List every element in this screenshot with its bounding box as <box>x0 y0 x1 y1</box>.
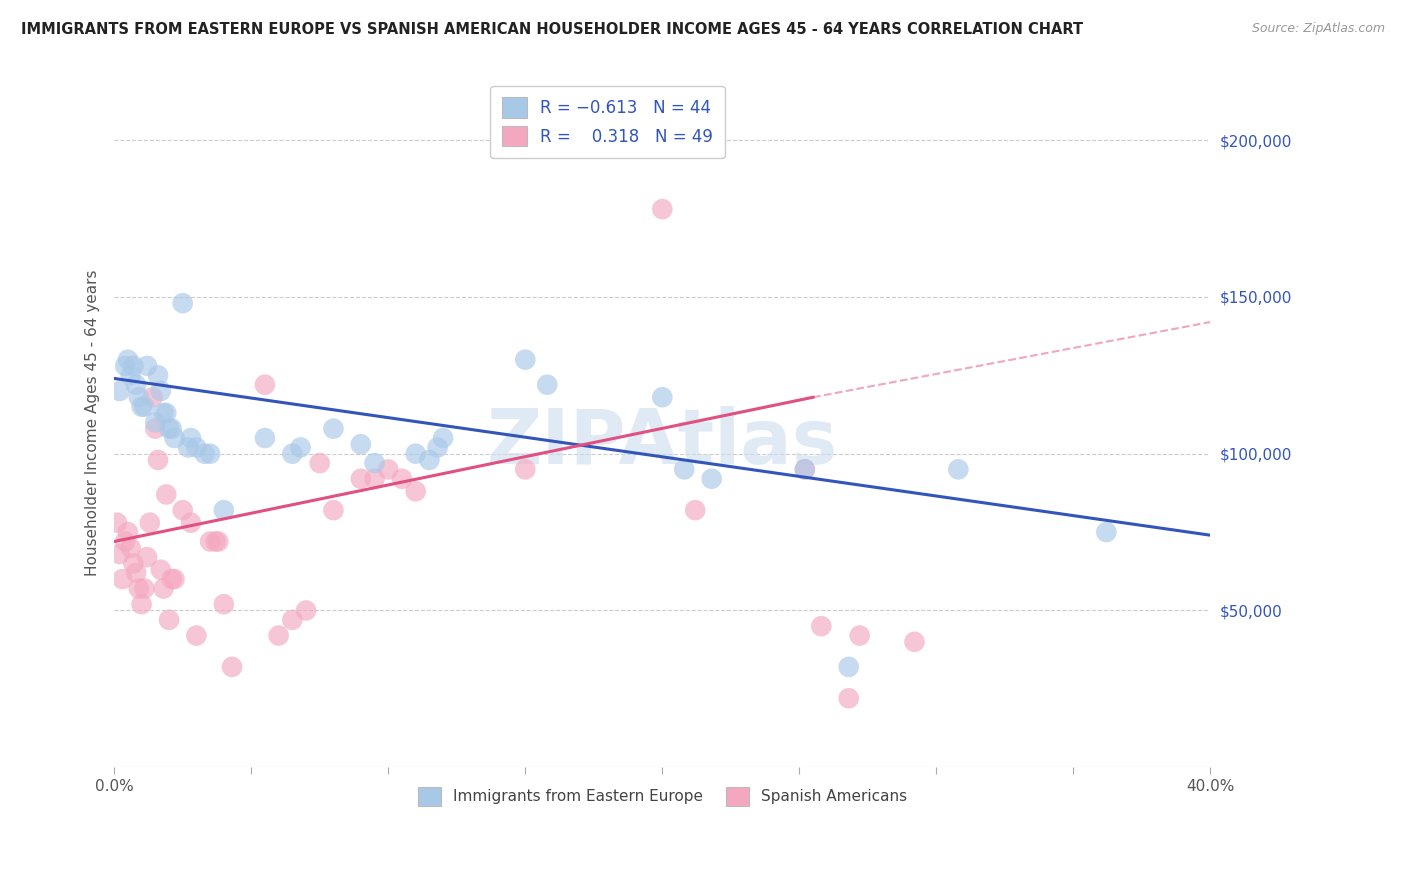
Point <box>212 597 235 611</box>
Point <box>117 525 139 540</box>
Point <box>207 534 229 549</box>
Point <box>793 462 815 476</box>
Point <box>350 472 373 486</box>
Point <box>198 447 221 461</box>
Point <box>114 534 136 549</box>
Point <box>290 441 312 455</box>
Point <box>155 406 177 420</box>
Point <box>160 422 183 436</box>
Point <box>322 503 344 517</box>
Point <box>204 534 226 549</box>
Point <box>405 484 427 499</box>
Point <box>377 462 399 476</box>
Point <box>172 503 194 517</box>
Point <box>134 400 156 414</box>
Point <box>155 487 177 501</box>
Point <box>139 516 162 530</box>
Point <box>700 472 723 486</box>
Point <box>405 447 427 461</box>
Point <box>651 202 673 216</box>
Point <box>122 359 145 373</box>
Point <box>426 441 449 455</box>
Point <box>117 352 139 367</box>
Point <box>122 557 145 571</box>
Point <box>149 384 172 398</box>
Point <box>128 390 150 404</box>
Point <box>120 541 142 555</box>
Point <box>136 359 159 373</box>
Point <box>134 582 156 596</box>
Text: IMMIGRANTS FROM EASTERN EUROPE VS SPANISH AMERICAN HOUSEHOLDER INCOME AGES 45 - : IMMIGRANTS FROM EASTERN EUROPE VS SPANIS… <box>21 22 1083 37</box>
Legend: Immigrants from Eastern Europe, Spanish Americans: Immigrants from Eastern Europe, Spanish … <box>409 778 917 814</box>
Point <box>143 415 166 429</box>
Point <box>295 603 318 617</box>
Point <box>142 390 165 404</box>
Point <box>149 563 172 577</box>
Point <box>838 660 860 674</box>
Point <box>673 462 696 476</box>
Point <box>363 472 385 486</box>
Point <box>683 503 706 517</box>
Point <box>131 400 153 414</box>
Point <box>136 550 159 565</box>
Point <box>838 691 860 706</box>
Point <box>194 447 217 461</box>
Point <box>253 377 276 392</box>
Y-axis label: Householder Income Ages 45 - 64 years: Householder Income Ages 45 - 64 years <box>86 269 100 575</box>
Point <box>391 472 413 486</box>
Point <box>128 582 150 596</box>
Point <box>308 456 330 470</box>
Point <box>108 384 131 398</box>
Point <box>108 547 131 561</box>
Point <box>160 572 183 586</box>
Point <box>163 572 186 586</box>
Point <box>105 516 128 530</box>
Point <box>157 613 180 627</box>
Point <box>221 660 243 674</box>
Text: ZIPAtlas: ZIPAtlas <box>486 406 838 480</box>
Point <box>350 437 373 451</box>
Point <box>120 368 142 383</box>
Point <box>432 431 454 445</box>
Point <box>180 516 202 530</box>
Point <box>515 352 537 367</box>
Point <box>948 462 970 476</box>
Point <box>157 422 180 436</box>
Point <box>131 597 153 611</box>
Point <box>536 377 558 392</box>
Point <box>163 431 186 445</box>
Text: Source: ZipAtlas.com: Source: ZipAtlas.com <box>1251 22 1385 36</box>
Point <box>186 629 208 643</box>
Point <box>281 613 304 627</box>
Point <box>1095 525 1118 540</box>
Point <box>198 534 221 549</box>
Point <box>125 566 148 580</box>
Point <box>848 629 870 643</box>
Point <box>253 431 276 445</box>
Point <box>418 453 440 467</box>
Point <box>212 503 235 517</box>
Point <box>363 456 385 470</box>
Point <box>152 582 174 596</box>
Point <box>143 422 166 436</box>
Point <box>152 406 174 420</box>
Point <box>180 431 202 445</box>
Point <box>177 441 200 455</box>
Point <box>111 572 134 586</box>
Point <box>114 359 136 373</box>
Point <box>281 447 304 461</box>
Point <box>651 390 673 404</box>
Point <box>172 296 194 310</box>
Point <box>810 619 832 633</box>
Point <box>515 462 537 476</box>
Point <box>125 377 148 392</box>
Point <box>146 453 169 467</box>
Point <box>793 462 815 476</box>
Point <box>903 635 925 649</box>
Point <box>146 368 169 383</box>
Point <box>267 629 290 643</box>
Point <box>186 441 208 455</box>
Point <box>322 422 344 436</box>
